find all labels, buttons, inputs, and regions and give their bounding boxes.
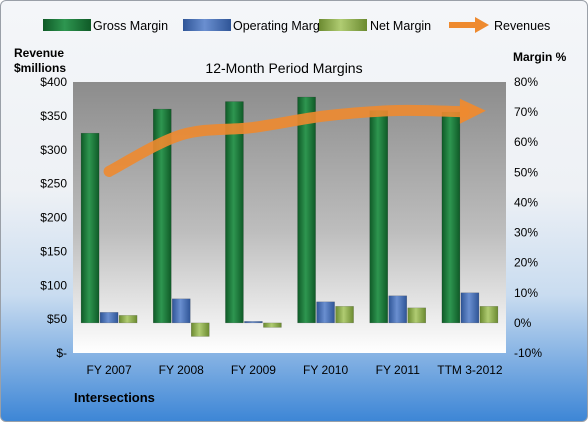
category-label: FY 2007 (87, 363, 132, 377)
legend-item-revenues: Revenues (449, 17, 550, 33)
legend-label-operating-margin: Operating Margin (233, 19, 330, 33)
revenues-line (103, 104, 470, 177)
net-margin-bar (191, 322, 210, 337)
operating-margin-bar (172, 298, 191, 324)
gross-margin-bar (369, 110, 388, 324)
net-margin-bar (335, 306, 354, 324)
gross-margin-bar (80, 132, 100, 324)
gross-margin-bar (297, 96, 316, 324)
left-tick-label: $50 (47, 312, 67, 326)
operating-margin-bar (316, 301, 335, 324)
net-margin-bar (407, 307, 426, 324)
left-axis-title-line2: $millions (14, 61, 66, 75)
left-axis-title-line1: Revenue (14, 46, 64, 60)
category-label: FY 2009 (231, 363, 276, 377)
right-tick-label: 80% (514, 75, 538, 89)
legend-item-net-margin: Net Margin (319, 19, 431, 33)
net-margin-bar (479, 306, 499, 324)
operating-margin-bar (460, 292, 480, 324)
net-margin-bar (118, 315, 138, 324)
category-label: FY 2010 (303, 363, 348, 377)
right-tick-label: 20% (514, 256, 538, 270)
left-tick-label: $200 (40, 211, 67, 225)
category-label: TTM 3-2012 (437, 363, 503, 377)
right-tick-label: 50% (514, 165, 538, 179)
category-axis-ticks: FY 2007 FY 2008 FY 2009 FY 2010 FY 2011 TTM 3… (87, 363, 503, 377)
legend-item-gross-margin: Gross Margin (43, 19, 168, 33)
right-axis-title: Margin % (513, 50, 567, 64)
right-tick-label: 10% (514, 286, 538, 300)
right-tick-label: 0% (514, 316, 532, 330)
category-label: FY 2008 (159, 363, 204, 377)
revenues-arrowhead (459, 98, 486, 124)
left-tick-label: $400 (40, 75, 67, 89)
revenue-layer (103, 98, 486, 177)
legend-item-operating-margin: Operating Margin (183, 19, 330, 33)
net-margin-bar (263, 322, 282, 328)
right-tick-label: 70% (514, 105, 538, 119)
footer-label: Intersections (74, 390, 155, 405)
gross-margin-bar (441, 111, 461, 324)
gross-margin-bar (153, 108, 172, 324)
legend-label-net-margin: Net Margin (370, 19, 431, 33)
category-label: FY 2011 (376, 363, 421, 377)
operating-margin-swatch (183, 19, 231, 31)
gross-margin-swatch (43, 19, 91, 31)
left-axis-ticks: $- $50 $100 $150 $200 $250 $300 $350 $400 (40, 75, 67, 360)
net-margin-swatch (319, 19, 367, 31)
gross-margin-bar (225, 101, 244, 324)
legend-label-gross-margin: Gross Margin (93, 19, 168, 33)
left-tick-label: $150 (40, 244, 67, 258)
chart-title: 12-Month Period Margins (205, 60, 362, 76)
right-tick-label: -10% (514, 346, 542, 360)
operating-margin-bar (244, 321, 263, 324)
legend-label-revenues: Revenues (494, 19, 550, 33)
left-tick-label: $250 (40, 177, 67, 191)
left-tick-label: $- (56, 346, 67, 360)
right-axis-ticks: -10% 0% 10% 20% 30% 40% 50% 60% 70% 80% (514, 75, 542, 360)
left-tick-label: $300 (40, 143, 67, 157)
operating-margin-bar (388, 295, 407, 324)
left-tick-label: $350 (40, 109, 67, 123)
right-tick-label: 60% (514, 135, 538, 149)
plot-area (73, 82, 506, 353)
bar-layer (80, 96, 499, 337)
operating-margin-bar (99, 312, 119, 324)
legend: Gross Margin Operating Margin Net Margin… (43, 17, 550, 33)
right-tick-label: 30% (514, 226, 538, 240)
left-tick-label: $100 (40, 278, 67, 292)
right-tick-label: 40% (514, 195, 538, 209)
revenues-arrow-head (475, 17, 489, 33)
